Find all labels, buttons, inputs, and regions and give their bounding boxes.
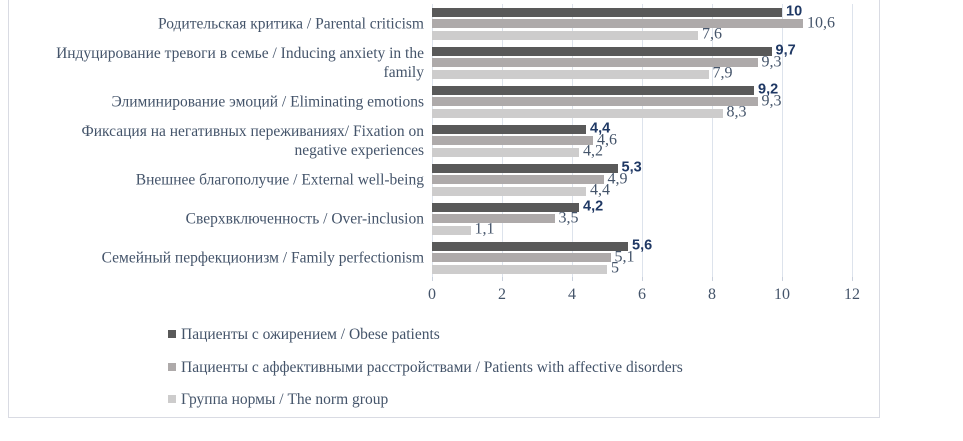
bar-value-label: 7,9 <box>712 64 733 82</box>
gridline <box>642 4 643 277</box>
bar-value-label: 9,3 <box>761 92 782 110</box>
chart-frame <box>8 0 880 418</box>
category-label: Семейный перфекционизм / Family perfecti… <box>101 249 424 266</box>
bar <box>432 147 579 157</box>
bar-value-label: 8,3 <box>726 103 747 121</box>
bar <box>432 225 471 235</box>
bar <box>432 253 611 262</box>
plot-area: 10 9,7 9,2 4,4 5,3 4,2 5,6 10,6 9,3 9,3 4,6 4,9 3,5 5… <box>432 3 853 281</box>
bar <box>432 7 782 17</box>
axis-tick <box>712 277 713 281</box>
bar <box>432 241 628 251</box>
category-label: Фиксация на негативных переживаниях/ Fix… <box>81 122 424 159</box>
bar-value-label: 4,2 <box>583 142 603 160</box>
bar <box>432 19 803 28</box>
bar <box>432 264 607 274</box>
x-axis-tick-label: 6 <box>638 286 646 303</box>
bar-value-label: 10,6 <box>807 14 835 32</box>
legend-label: Пациенты с аффективными расстройствами /… <box>181 359 683 376</box>
legend-marker-icon <box>168 330 176 338</box>
bar <box>432 202 579 212</box>
bar <box>432 124 586 134</box>
gridline <box>712 4 713 277</box>
category-label: Внешнее благополучие / External well-bei… <box>135 171 424 188</box>
category-label: Элиминирование эмоций / Eliminating emot… <box>111 93 425 110</box>
legend-label: Группа нормы / The norm group <box>181 391 389 408</box>
bar-value-label: 4,4 <box>590 120 611 137</box>
bar <box>432 175 604 184</box>
bar <box>432 214 555 223</box>
bar-value-label: 3,5 <box>558 209 579 227</box>
gridline <box>782 4 783 277</box>
bar <box>432 69 709 79</box>
bar-value-label: 4,6 <box>597 131 617 149</box>
category-label: Индуцирование тревоги в семье / Inducing… <box>56 44 424 81</box>
axis-tick <box>782 277 783 281</box>
bar <box>432 136 593 145</box>
gridline <box>852 4 853 277</box>
bar-value-label: 9,3 <box>761 53 782 71</box>
bar-value-label: 4,9 <box>607 170 628 188</box>
axis-tick <box>432 277 433 281</box>
legend-item: Пациенты с ожирением / Obese patients <box>168 326 440 344</box>
bar <box>432 97 758 106</box>
legend-label: Пациенты с ожирением / Obese patients <box>181 326 440 343</box>
bar <box>432 58 758 67</box>
axis-tick <box>572 277 573 281</box>
bar-value-label: 1,1 <box>474 220 495 238</box>
bar <box>432 30 698 40</box>
bar-value-label: 5,3 <box>621 159 642 176</box>
bar-value-label: 4,2 <box>583 198 604 215</box>
x-axis-tick-label: 12 <box>844 286 860 303</box>
legend-item: Пациенты с аффективными расстройствами /… <box>168 359 683 377</box>
bar-value-label: 5,1 <box>614 248 635 266</box>
legend-marker-icon <box>168 395 176 403</box>
x-axis-tick-label: 10 <box>774 286 790 303</box>
x-axis-tick-label: 2 <box>498 286 506 303</box>
category-label: Родительская критика / Parental criticis… <box>157 15 424 32</box>
bar <box>432 108 723 118</box>
x-axis-tick-label: 0 <box>428 286 436 303</box>
bar <box>432 163 618 173</box>
bar-value-label: 5,6 <box>632 237 653 254</box>
x-axis-tick-label: 4 <box>568 286 576 303</box>
bar-value-label: 10 <box>786 3 803 20</box>
bar-value-label: 5 <box>611 259 619 277</box>
bar <box>432 46 772 56</box>
bar-value-label: 4,4 <box>590 181 610 199</box>
category-label: Сверхвключенность / Over-inclusion <box>185 210 424 227</box>
axis-tick <box>502 277 503 281</box>
legend-item: Группа нормы / The norm group <box>168 391 388 409</box>
legend-marker-icon <box>168 363 176 371</box>
axis-tick <box>852 277 853 281</box>
bar-value-label: 9,7 <box>775 42 796 59</box>
bar <box>432 186 586 196</box>
bar <box>432 85 754 95</box>
bar-value-label: 7,6 <box>702 25 722 43</box>
bar-value-label: 9,2 <box>758 81 779 98</box>
x-axis-tick-label: 8 <box>708 286 716 303</box>
axis-tick <box>642 277 643 281</box>
